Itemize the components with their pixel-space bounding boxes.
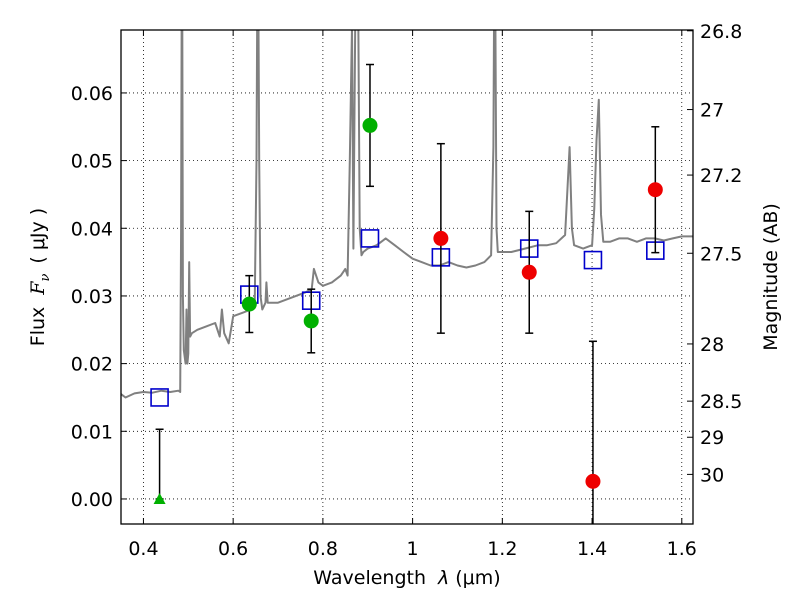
y-tick-label: 0.06 [71,83,113,105]
y-tick-label: 0.04 [71,218,113,240]
plot-background [121,30,693,524]
magnitude-tick-label: 28 [700,334,724,356]
y-tick-label: 0.00 [71,489,113,511]
x-tick-label: 1.4 [577,538,607,560]
y-tick-label: 0.01 [71,421,113,443]
plot-data [121,30,693,524]
model-photometry-point [360,229,380,248]
x-axis-label-unit: (μm) [455,567,500,589]
axis-ticks: 0.4 0.6 0.8 1 1.2 1.4 1.6 0.00 0.01 0.02 0.03 0.04 0… [71,21,743,560]
observed-red-point [647,182,663,198]
x-tick-label: 0.4 [128,538,158,560]
y-axis-label: Flux Fν ( μJy ) [27,208,53,346]
magnitude-tick-label: 27 [700,100,724,122]
upper-limit-triangle [153,492,166,504]
observed-green-point [241,296,257,312]
observed-green-point [362,117,378,133]
magnitude-axis-label: Magnitude (AB) [760,203,782,351]
x-tick-label: 1 [407,538,419,560]
magnitude-tick-label: 30 [700,464,724,486]
y-tick-label: 0.05 [71,151,113,173]
magnitude-tick-label: 29 [700,427,724,449]
x-tick-label: 1.2 [487,538,517,560]
magnitude-tick-label: 26.8 [700,21,742,43]
magnitude-tick-label: 27.5 [700,243,742,265]
sed-model-line [121,30,693,399]
x-axis-label-lambda: λ [437,567,449,589]
y-axis-label-subscript: ν [38,274,53,282]
y-tick-label: 0.02 [71,354,113,376]
x-axis-label-text: Wavelength [313,567,426,589]
y-axis-label-unit: ( μJy ) [27,208,49,264]
x-axis-label: Wavelength λ (μm) [313,567,500,589]
y-axis-label-symbol: F [27,281,49,296]
model-photometry-point [150,388,169,407]
x-tick-label: 1.6 [667,538,697,560]
observed-red-point [433,230,449,246]
observed-green-point [303,313,319,329]
magnitude-tick-label: 27.2 [700,165,742,187]
observed-red-point [521,264,537,280]
grid [121,30,693,524]
observed-red-point [585,473,601,489]
y-tick-label: 0.03 [71,286,113,308]
x-tick-label: 0.8 [308,538,338,560]
magnitude-tick-label: 28.5 [700,391,742,413]
model-photometry-point [583,250,603,270]
plot-frame [120,29,694,525]
y-axis-label-text: Flux [27,307,49,347]
x-tick-label: 0.6 [218,538,248,560]
